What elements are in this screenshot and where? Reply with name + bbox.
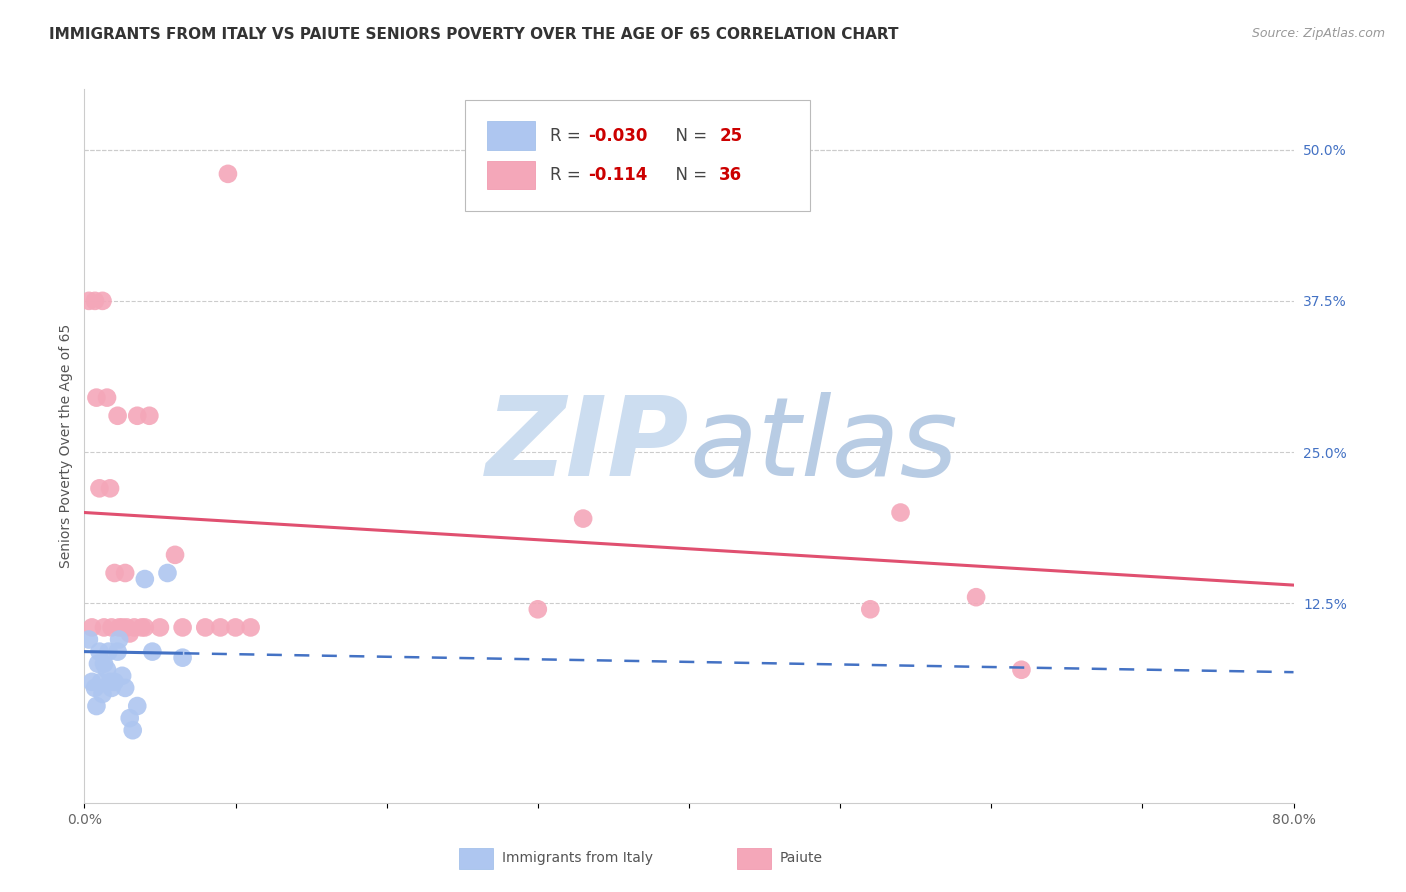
Point [84,681,107,695]
Point [239,620,262,634]
Point [90,674,112,689]
Point [77,293,100,308]
Point [89,645,111,659]
Text: R =: R = [550,127,586,145]
Bar [465,100,810,211]
Point [84,293,107,308]
Point [98,674,121,689]
Point [217,167,239,181]
Point [115,620,138,634]
Point [194,620,217,634]
Point [141,645,163,659]
Point [127,409,149,423]
Point [114,566,136,580]
Point [93,620,115,634]
Text: Source: ZipAtlas.com: Source: ZipAtlas.com [1251,27,1385,40]
Text: N =: N = [665,127,711,145]
Point [121,723,143,738]
Text: Paiute: Paiute [780,852,823,865]
Point [100,620,122,634]
Point [1011,663,1033,677]
Point [107,645,129,659]
Bar [486,161,536,189]
Point [87,657,110,671]
Text: ZIP: ZIP [485,392,689,500]
Point [114,681,136,695]
Point [172,650,194,665]
Point [77,632,100,647]
Text: atlas: atlas [689,392,957,500]
Point [225,620,247,634]
Point [134,572,156,586]
Point [527,602,550,616]
Point [118,626,141,640]
Point [138,409,160,423]
Bar [460,847,494,869]
Point [108,620,131,634]
Point [104,674,127,689]
Text: Immigrants from Italy: Immigrants from Italy [502,852,652,865]
Point [149,620,172,634]
Point [890,506,912,520]
Point [96,663,118,677]
Point [965,590,987,604]
Text: -0.030: -0.030 [589,127,648,145]
Point [111,620,134,634]
Text: 36: 36 [720,166,742,184]
Point [209,620,232,634]
Text: 25: 25 [720,127,742,145]
Point [91,293,114,308]
Point [131,620,153,634]
Text: N =: N = [665,166,711,184]
Point [80,620,103,634]
Point [80,674,103,689]
Text: -0.114: -0.114 [589,166,648,184]
Point [86,391,108,405]
Point [107,409,129,423]
Point [165,548,187,562]
Point [156,566,179,580]
Point [91,687,114,701]
Point [93,657,115,671]
Point [118,711,141,725]
Y-axis label: Seniors Poverty Over the Age of 65: Seniors Poverty Over the Age of 65 [59,324,73,568]
Point [86,699,108,714]
Point [89,481,111,495]
Point [108,632,131,647]
Text: IMMIGRANTS FROM ITALY VS PAIUTE SENIORS POVERTY OVER THE AGE OF 65 CORRELATION C: IMMIGRANTS FROM ITALY VS PAIUTE SENIORS … [49,27,898,42]
Point [172,620,194,634]
Point [127,699,149,714]
Point [97,645,120,659]
Point [859,602,882,616]
Point [98,481,121,495]
Point [100,681,122,695]
Point [104,566,127,580]
Text: R =: R = [550,166,591,184]
Bar [737,847,770,869]
Point [96,391,118,405]
Point [122,620,145,634]
Point [111,669,134,683]
Bar [486,121,536,150]
Point [572,511,595,525]
Point [134,620,156,634]
